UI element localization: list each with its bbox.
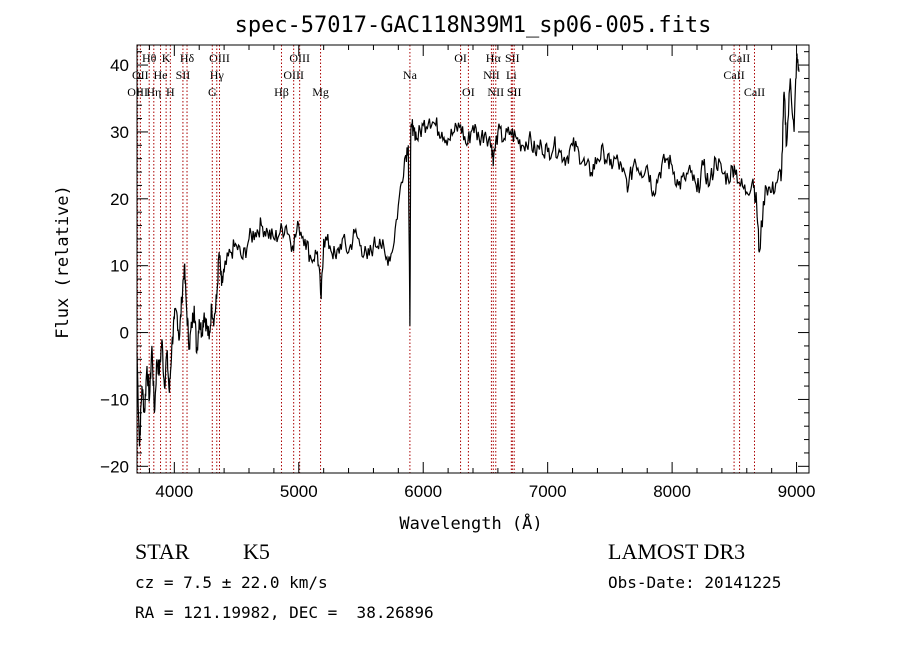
line-marker-label: K: [162, 51, 171, 65]
coordinates-text: RA = 121.19982, DEC = 38.26896: [135, 603, 434, 622]
line-marker-label: SII: [505, 51, 520, 65]
survey-label: LAMOST DR3: [608, 539, 746, 564]
line-marker-label: Hδ: [180, 51, 195, 65]
obs-date-text: Obs-Date: 20141225: [608, 573, 782, 592]
line-marker-label: NII: [487, 85, 504, 99]
line-marker-label: Hβ: [274, 85, 289, 99]
line-marker-label: Na: [403, 68, 418, 82]
line-marker-label: CaII: [744, 85, 765, 99]
y-tick-label: −20: [100, 457, 129, 476]
y-tick-label: 10: [110, 257, 129, 276]
line-marker-label: OI: [462, 85, 475, 99]
line-marker-label: Mg: [312, 85, 329, 99]
subclass-label: K5: [243, 539, 270, 564]
line-marker-label: OIII: [289, 51, 310, 65]
line-marker-label: OI: [454, 51, 467, 65]
line-marker-label: SII: [507, 85, 522, 99]
line-marker-label: SII: [176, 68, 191, 82]
line-marker-label: Hα: [486, 51, 502, 65]
line-marker-label: OIII: [209, 51, 230, 65]
y-tick-label: 20: [110, 190, 129, 209]
line-marker-label: NII: [483, 68, 500, 82]
x-tick-label: 9000: [778, 482, 816, 501]
class-label: STAR: [135, 539, 190, 564]
line-marker-label: CaII: [729, 51, 750, 65]
redshift-text: cz = 7.5 ± 22.0 km/s: [135, 573, 328, 592]
line-marker-label: G: [208, 85, 217, 99]
chart-title: spec-57017-GAC118N39M1_sp06-005.fits: [235, 13, 712, 38]
y-tick-label: −10: [100, 390, 129, 409]
line-marker-label: He: [154, 68, 168, 82]
y-tick-label: 30: [110, 123, 129, 142]
x-tick-label: 4000: [155, 482, 193, 501]
line-marker-label: Hγ: [210, 68, 225, 82]
line-marker-label: OII: [132, 68, 149, 82]
plot-frame: [136, 44, 810, 474]
y-axis-label: Flux (relative): [53, 185, 73, 339]
line-marker-label: OIII: [283, 68, 304, 82]
line-marker-label: Li: [506, 68, 517, 82]
line-marker-label: Hθ: [142, 51, 157, 65]
axis-ticks: 4000 5000 6000 7000 8000 9000 −20 −10 0 10 20 30 40: [100, 45, 815, 501]
y-tick-label: 40: [110, 56, 129, 75]
x-tick-label: 7000: [529, 482, 567, 501]
x-tick-label: 5000: [280, 482, 318, 501]
y-tick-label: 0: [120, 324, 129, 343]
line-marker-label: Hη: [146, 85, 161, 99]
x-tick-label: 6000: [404, 482, 442, 501]
line-marker-label: H: [166, 85, 175, 99]
x-axis-label: Wavelength (Å): [399, 512, 542, 534]
x-tick-label: 8000: [653, 482, 691, 501]
line-marker-label: CaII: [723, 68, 744, 82]
spectrum-line: [136, 53, 800, 447]
